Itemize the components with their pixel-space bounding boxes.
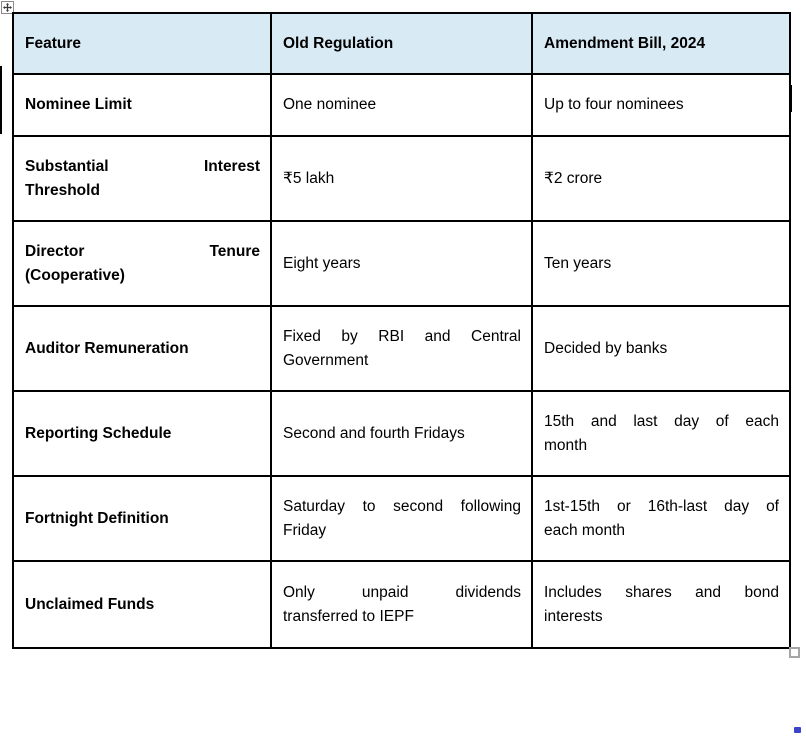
table-row: Unclaimed Funds Only unpaid dividends tra…: [12, 560, 791, 649]
column-header-feature[interactable]: Feature: [12, 12, 272, 75]
amendment-bill-cell[interactable]: Ten years: [531, 220, 791, 307]
cell-text-line: Government: [283, 351, 369, 369]
cell-text-line: Reporting Schedule: [25, 424, 172, 442]
amendment-bill-cell[interactable]: 1st-15th or 16th-last day of each month: [531, 475, 791, 562]
cell-text-line: Decided by banks: [544, 339, 668, 357]
feature-cell[interactable]: Reporting Schedule: [12, 390, 272, 477]
column-header-amendment-bill[interactable]: Amendment Bill, 2024: [531, 12, 791, 75]
old-regulation-cell[interactable]: ₹5 lakh: [270, 135, 533, 222]
cell-text-line: Ten years: [544, 254, 612, 272]
old-regulation-cell[interactable]: One nominee: [270, 73, 533, 137]
amendment-bill-cell[interactable]: 15th and last day of each month: [531, 390, 791, 477]
feature-cell[interactable]: Unclaimed Funds: [12, 560, 272, 649]
amendment-bill-cell[interactable]: ₹2 crore: [531, 135, 791, 222]
cell-text-line: 1st-15th or 16th-last day of: [544, 497, 779, 515]
amendment-bill-cell[interactable]: Up to four nominees: [531, 73, 791, 137]
cell-text-line: 15th and last day of each: [544, 412, 779, 430]
cell-text-line: month: [544, 436, 588, 454]
amendment-bill-cell[interactable]: Decided by banks: [531, 305, 791, 392]
old-regulation-cell[interactable]: Saturday to second following Friday: [270, 475, 533, 562]
amendment-bill-cell[interactable]: Includes shares and bond interests: [531, 560, 791, 649]
table-row: Substantial Interest Threshold ₹5 lakh ₹2…: [12, 135, 791, 222]
cell-text-line: (Cooperative): [25, 266, 125, 284]
cell-text-line: Director Tenure: [25, 242, 260, 260]
old-regulation-cell[interactable]: Only unpaid dividends transferred to IEPF: [270, 560, 533, 649]
cell-text-line: Unclaimed Funds: [25, 595, 155, 613]
cell-text-line: Includes shares and bond: [544, 583, 779, 601]
table-row: Director Tenure (Cooperative) Eight years…: [12, 220, 791, 307]
table-row: Reporting Schedule Second and fourth Fri…: [12, 390, 791, 477]
feature-cell[interactable]: Director Tenure (Cooperative): [12, 220, 272, 307]
header-row: Feature Old Regulation Amendment Bill, 2…: [12, 12, 791, 75]
feature-cell[interactable]: Fortnight Definition: [12, 475, 272, 562]
table-row: Fortnight Definition Saturday to second …: [12, 475, 791, 562]
left-edge-mark: [0, 66, 2, 134]
cell-text-line: Friday: [283, 521, 327, 539]
move-arrows-icon: [3, 3, 12, 12]
feature-cell[interactable]: Auditor Remuneration: [12, 305, 272, 392]
table-resize-handle[interactable]: [789, 647, 800, 658]
cell-text-line: Nominee Limit: [25, 96, 132, 113]
table-move-handle[interactable]: [1, 1, 14, 14]
cell-text-line: transferred to IEPF: [283, 607, 414, 625]
cell-text-line: Threshold: [25, 181, 100, 199]
old-regulation-cell[interactable]: Second and fourth Fridays: [270, 390, 533, 477]
cell-text-line: Eight years: [283, 254, 361, 272]
cell-text-line: interests: [544, 607, 603, 625]
cell-text-line: each month: [544, 521, 625, 539]
cell-text-line: Auditor Remuneration: [25, 339, 189, 357]
column-header-old-regulation[interactable]: Old Regulation: [270, 12, 533, 75]
cell-text-line: ₹2 crore: [544, 169, 603, 187]
cell-text-line: ₹5 lakh: [283, 169, 335, 187]
cell-text-line: Only unpaid dividends: [283, 583, 521, 601]
old-regulation-cell[interactable]: Eight years: [270, 220, 533, 307]
cell-text-line: Substantial Interest: [25, 157, 260, 175]
cell-text-line: Second and fourth Fridays: [283, 424, 465, 442]
cell-text-line: Saturday to second following: [283, 497, 521, 515]
old-regulation-cell[interactable]: Fixed by RBI and Central Government: [270, 305, 533, 392]
feature-cell[interactable]: Nominee Limit: [12, 73, 272, 137]
cell-text-line: Fixed by RBI and Central: [283, 327, 521, 345]
cell-text-line: Fortnight Definition: [25, 509, 169, 527]
cell-text-line: One nominee: [283, 96, 377, 113]
feature-cell[interactable]: Substantial Interest Threshold: [12, 135, 272, 222]
table-row: Auditor Remuneration Fixed by RBI and Ce…: [12, 305, 791, 392]
cell-text-line: Up to four nominees: [544, 96, 684, 113]
table-row: Nominee Limit One nominee Up to four nom…: [12, 73, 791, 137]
text-cursor: [790, 85, 792, 112]
regulation-comparison-table: Feature Old Regulation Amendment Bill, 2…: [12, 12, 791, 649]
page-bottom-marker-icon: [794, 727, 801, 733]
